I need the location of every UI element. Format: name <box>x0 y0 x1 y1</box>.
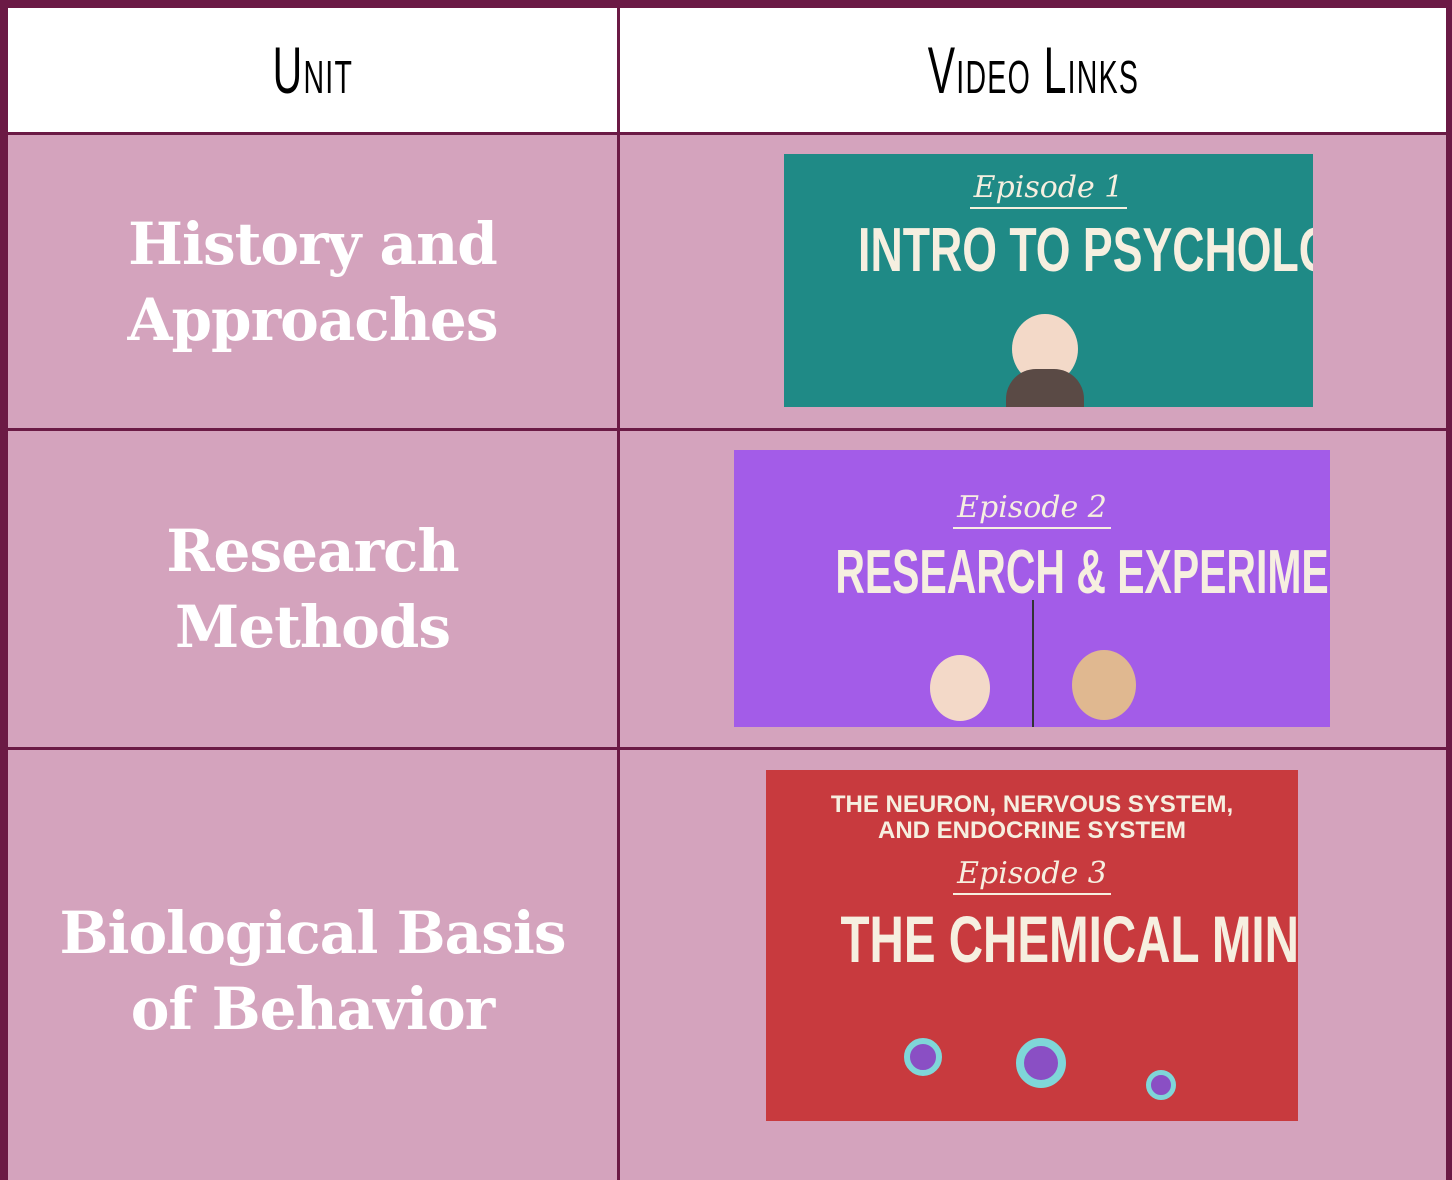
character <box>1072 650 1136 720</box>
unit-text: Research Methods <box>166 517 459 661</box>
video-subtitle: AND ENDOCRINE SYSTEM <box>877 817 1187 844</box>
unit-text: History and Approaches <box>127 209 499 354</box>
neuron <box>904 1038 942 1076</box>
video-subtitle: THE NEURON, NERVOUS SYSTEM, <box>830 791 1234 818</box>
character <box>930 655 990 721</box>
video-title: RESEARCH & EXPERIMENTATION <box>835 538 1330 607</box>
header-cell: Unit <box>8 8 617 132</box>
header-text: Video Links <box>927 33 1139 107</box>
unit-cell: History and Approaches <box>8 135 617 428</box>
character <box>1006 369 1084 407</box>
divider <box>1032 600 1034 727</box>
video-title: INTRO TO PSYCHOLOGY <box>858 216 1313 285</box>
episode-label: Episode 2 <box>953 490 1111 529</box>
unit-cell: Research Methods <box>8 431 617 747</box>
header-cell: Video Links <box>620 8 1446 132</box>
unit-text: Biological Basis of Behavior <box>59 899 566 1043</box>
neuron <box>1016 1038 1066 1088</box>
video-thumbnail[interactable]: Episode 1 INTRO TO PSYCHOLOGY <box>784 154 1313 407</box>
episode-label: Episode 3 <box>953 856 1111 895</box>
unit-cell: Biological Basis of Behavior <box>8 750 617 1180</box>
video-thumbnail[interactable]: THE NEURON, NERVOUS SYSTEM, AND ENDOCRIN… <box>766 770 1298 1121</box>
neuron <box>1146 1070 1176 1100</box>
header-text: Unit <box>272 33 353 107</box>
episode-label: Episode 1 <box>969 170 1128 209</box>
video-thumbnail[interactable]: Episode 2 RESEARCH & EXPERIMENTATION <box>734 450 1330 727</box>
video-title: THE CHEMICAL MIND <box>840 902 1298 976</box>
